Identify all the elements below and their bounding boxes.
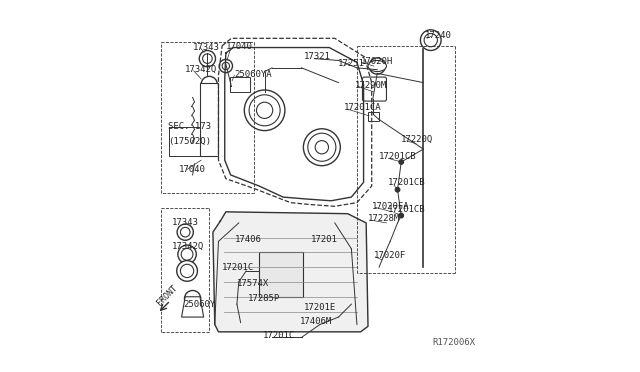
Circle shape: [178, 245, 196, 263]
Circle shape: [399, 160, 403, 164]
Text: 17201E: 17201E: [303, 303, 335, 312]
Text: R172006X: R172006X: [433, 339, 476, 347]
Text: 17343: 17343: [172, 218, 199, 227]
Text: 17228M: 17228M: [368, 214, 400, 223]
Circle shape: [201, 76, 218, 93]
Text: FRONT: FRONT: [155, 283, 179, 307]
Circle shape: [303, 129, 340, 166]
Circle shape: [424, 33, 437, 47]
Text: 17201CA: 17201CA: [344, 103, 381, 112]
Circle shape: [222, 62, 230, 70]
Text: 17020H: 17020H: [360, 57, 393, 66]
Text: 17201C: 17201C: [263, 331, 295, 340]
Text: 17321: 17321: [303, 52, 330, 61]
Text: 17343: 17343: [193, 43, 220, 52]
Text: 17406: 17406: [235, 235, 262, 244]
Text: 17406M: 17406M: [300, 317, 332, 326]
Polygon shape: [368, 112, 379, 121]
Circle shape: [177, 260, 197, 281]
FancyBboxPatch shape: [259, 253, 303, 297]
Circle shape: [316, 141, 328, 154]
Circle shape: [249, 95, 280, 126]
Text: 17020F: 17020F: [374, 251, 406, 260]
Text: 17201: 17201: [311, 235, 338, 244]
Circle shape: [177, 224, 193, 240]
Polygon shape: [200, 83, 218, 157]
Text: (17502Q): (17502Q): [168, 137, 211, 145]
Circle shape: [257, 102, 273, 118]
Text: 17040: 17040: [226, 42, 253, 51]
Text: 25060Y: 25060Y: [184, 300, 216, 310]
Text: 17342Q: 17342Q: [185, 65, 218, 74]
Text: 17201C: 17201C: [222, 263, 255, 272]
Text: 17290M: 17290M: [355, 81, 387, 90]
Text: 17201CB: 17201CB: [379, 152, 417, 161]
Circle shape: [396, 187, 400, 192]
Circle shape: [420, 30, 441, 51]
Text: 17240: 17240: [425, 31, 452, 40]
Polygon shape: [182, 297, 204, 317]
Circle shape: [369, 58, 385, 74]
Circle shape: [181, 248, 193, 260]
Text: 17040: 17040: [179, 165, 206, 174]
FancyBboxPatch shape: [230, 77, 250, 92]
Circle shape: [180, 227, 190, 237]
Text: 17201CB: 17201CB: [388, 205, 426, 215]
Text: 17251: 17251: [338, 59, 365, 68]
Text: 17574X: 17574X: [237, 279, 269, 288]
Circle shape: [308, 133, 336, 161]
Circle shape: [199, 51, 216, 67]
Ellipse shape: [368, 61, 387, 71]
Text: 17201CB: 17201CB: [388, 178, 426, 187]
Text: 25060YA: 25060YA: [234, 70, 272, 78]
Polygon shape: [213, 212, 368, 332]
Circle shape: [203, 54, 212, 63]
Circle shape: [220, 60, 232, 73]
Text: 17220Q: 17220Q: [401, 135, 433, 144]
FancyBboxPatch shape: [362, 77, 387, 101]
Circle shape: [399, 213, 403, 218]
Circle shape: [180, 264, 194, 278]
Text: 17020FA: 17020FA: [372, 202, 410, 211]
Circle shape: [184, 291, 201, 307]
Text: 17342Q: 17342Q: [172, 243, 205, 251]
Text: SEC. 173: SEC. 173: [168, 122, 211, 131]
Circle shape: [244, 90, 285, 131]
Text: 17285P: 17285P: [248, 294, 280, 303]
